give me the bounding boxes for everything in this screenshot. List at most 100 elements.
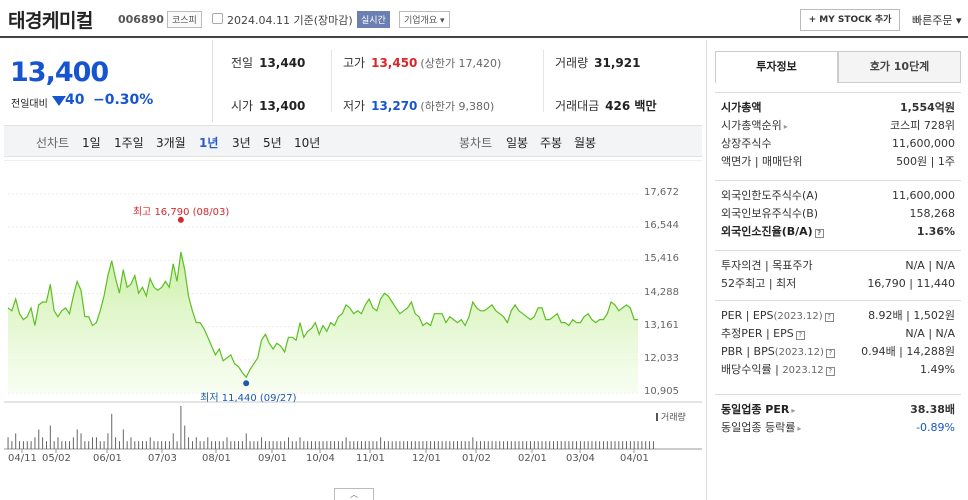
tab-order-book[interactable]: 호가 10단계 [838,51,961,83]
diff-label: 전일대비 [11,99,48,110]
volume-bar [587,441,589,449]
help-icon[interactable]: ? [795,331,805,340]
volume-bar [522,441,524,449]
info-label: 동일업종 등락률 [721,421,796,434]
info-row: 배당수익률 | 2023.12? 1.49% [721,361,955,379]
price-summary: 13,400 전일대비 40 −0.30% [0,40,210,122]
x-tick-label: 10/04 [306,453,335,464]
volume-bar [172,433,174,449]
volume-bar [299,437,301,449]
period-1d[interactable]: 1일 [82,136,101,150]
info-row: 52주최고 | 최저 16,790 | 11,440 [721,275,955,293]
volume-bar [549,441,551,449]
info-label-date: 2023.12 [782,365,824,376]
volume-bar [556,441,558,449]
info-label: 외국인보유주식수(B) [721,207,819,220]
info-row: 액면가 | 매매단위 500원 | 1주 [721,153,955,171]
candle-monthly[interactable]: 월봉 [574,136,597,150]
volume-bar [161,441,163,449]
info-value: 코스피 728위 [890,119,955,132]
info-value: 11,600,000 [892,137,955,150]
info-row: 외국인보유주식수(B) 158,268 [721,205,955,223]
volume-bar [434,441,435,449]
volume-bar [603,441,604,449]
volume-bar [46,441,47,449]
volume-bar [291,441,293,449]
tab-investment-info[interactable]: 투자정보 [715,51,838,83]
candle-weekly[interactable]: 주봉 [540,136,563,150]
info-group-g4: PER | EPS(2023.12)? 8.92배 | 1,502원 추정PER |… [715,300,961,382]
x-tick-label: 03/04 [566,453,595,464]
help-icon[interactable]: ? [825,349,835,358]
volume-bar [226,437,228,449]
help-icon[interactable]: ? [824,313,834,322]
volume-bar [15,433,17,449]
stock-name: 태경케미컬 [8,10,93,32]
volume-bar [476,441,478,449]
info-label: 액면가 | 매매단위 [721,155,803,168]
volume-bar [195,437,197,449]
volume-bar [364,441,366,449]
volume-bar [153,441,155,449]
volume-bar [472,437,474,449]
volume-bar [215,441,216,449]
price-line [7,251,638,379]
volume-bar [626,441,627,449]
volume-bar [65,441,67,449]
volume-bar [514,441,516,449]
volume-bar [249,441,251,449]
period-10y[interactable]: 10년 [294,136,321,150]
volume-bar [111,413,113,449]
stat-high: 고가 13,450 (상한가 17,420) [343,56,502,70]
volume-bar [88,441,90,449]
volume-bar [341,441,343,449]
volume-bar [318,441,320,449]
volume-bar [372,441,374,449]
info-label: 시가총액 [721,101,762,114]
volume-bar [72,437,74,449]
volume-bar [168,441,170,449]
volume-bar [230,441,232,449]
volume-bar [241,441,243,449]
arrow-right-icon[interactable]: ▸ [797,424,802,433]
volume-bar [441,441,443,449]
x-tick-label: 06/01 [93,453,122,464]
info-group-g5: 동일업종 PER ▸ 38.38배 동일업종 등락률 ▸ -0.89% [715,394,961,440]
volume-bar [311,441,312,449]
stock-header: 태경케미컬 006890 코스피 2024.04.11 기준(장마감) 실시간 … [0,0,968,38]
volume-bar [295,441,297,449]
stat-amount: 거래대금 426 백만 [555,99,657,113]
quick-order-dropdown[interactable]: 빠른주문 ▾ [912,14,962,27]
volume-bar [349,441,351,449]
volume-bar [130,437,132,449]
volume-bar [599,441,601,449]
period-1y[interactable]: 1년 [199,136,219,150]
info-row: 동일업종 PER ▸ 38.38배 [721,401,955,419]
volume-bar [53,441,55,449]
volume-bar [457,441,458,449]
chart-collapse-toggle[interactable]: ︿ [334,488,374,500]
info-value: 1,554억원 [899,101,955,114]
company-overview-dropdown[interactable]: 기업개요 ▾ [399,11,450,28]
arrow-right-icon[interactable]: ▸ [783,122,788,131]
help-icon[interactable]: ? [825,367,835,376]
realtime-button[interactable]: 실시간 [357,11,390,28]
period-3m[interactable]: 3개월 [156,136,186,150]
my-stock-add-button[interactable]: + MY STOCK 추가 [800,9,900,31]
info-row: 투자의견 | 목표주가 N/A | N/A [721,257,955,275]
period-5y[interactable]: 5년 [263,136,282,150]
price-chart[interactable]: 17,672 16,544 15,416 14,288 13,161 12,033 10,9… [4,160,702,490]
period-3y[interactable]: 3년 [232,136,251,150]
y-tick-label: 13,161 [644,319,679,331]
volume-bar [426,441,428,449]
current-price: 13,400 [10,57,109,88]
period-1w[interactable]: 1주일 [114,136,144,150]
help-icon[interactable]: ? [814,229,824,238]
volume-bar [272,441,274,449]
volume-bar [629,441,631,449]
volume-bar [487,441,489,449]
arrow-right-icon[interactable]: ▸ [791,406,796,415]
candle-daily[interactable]: 일봉 [506,136,529,150]
info-value: N/A | N/A [905,327,955,340]
y-tick-label: 16,544 [644,220,679,232]
